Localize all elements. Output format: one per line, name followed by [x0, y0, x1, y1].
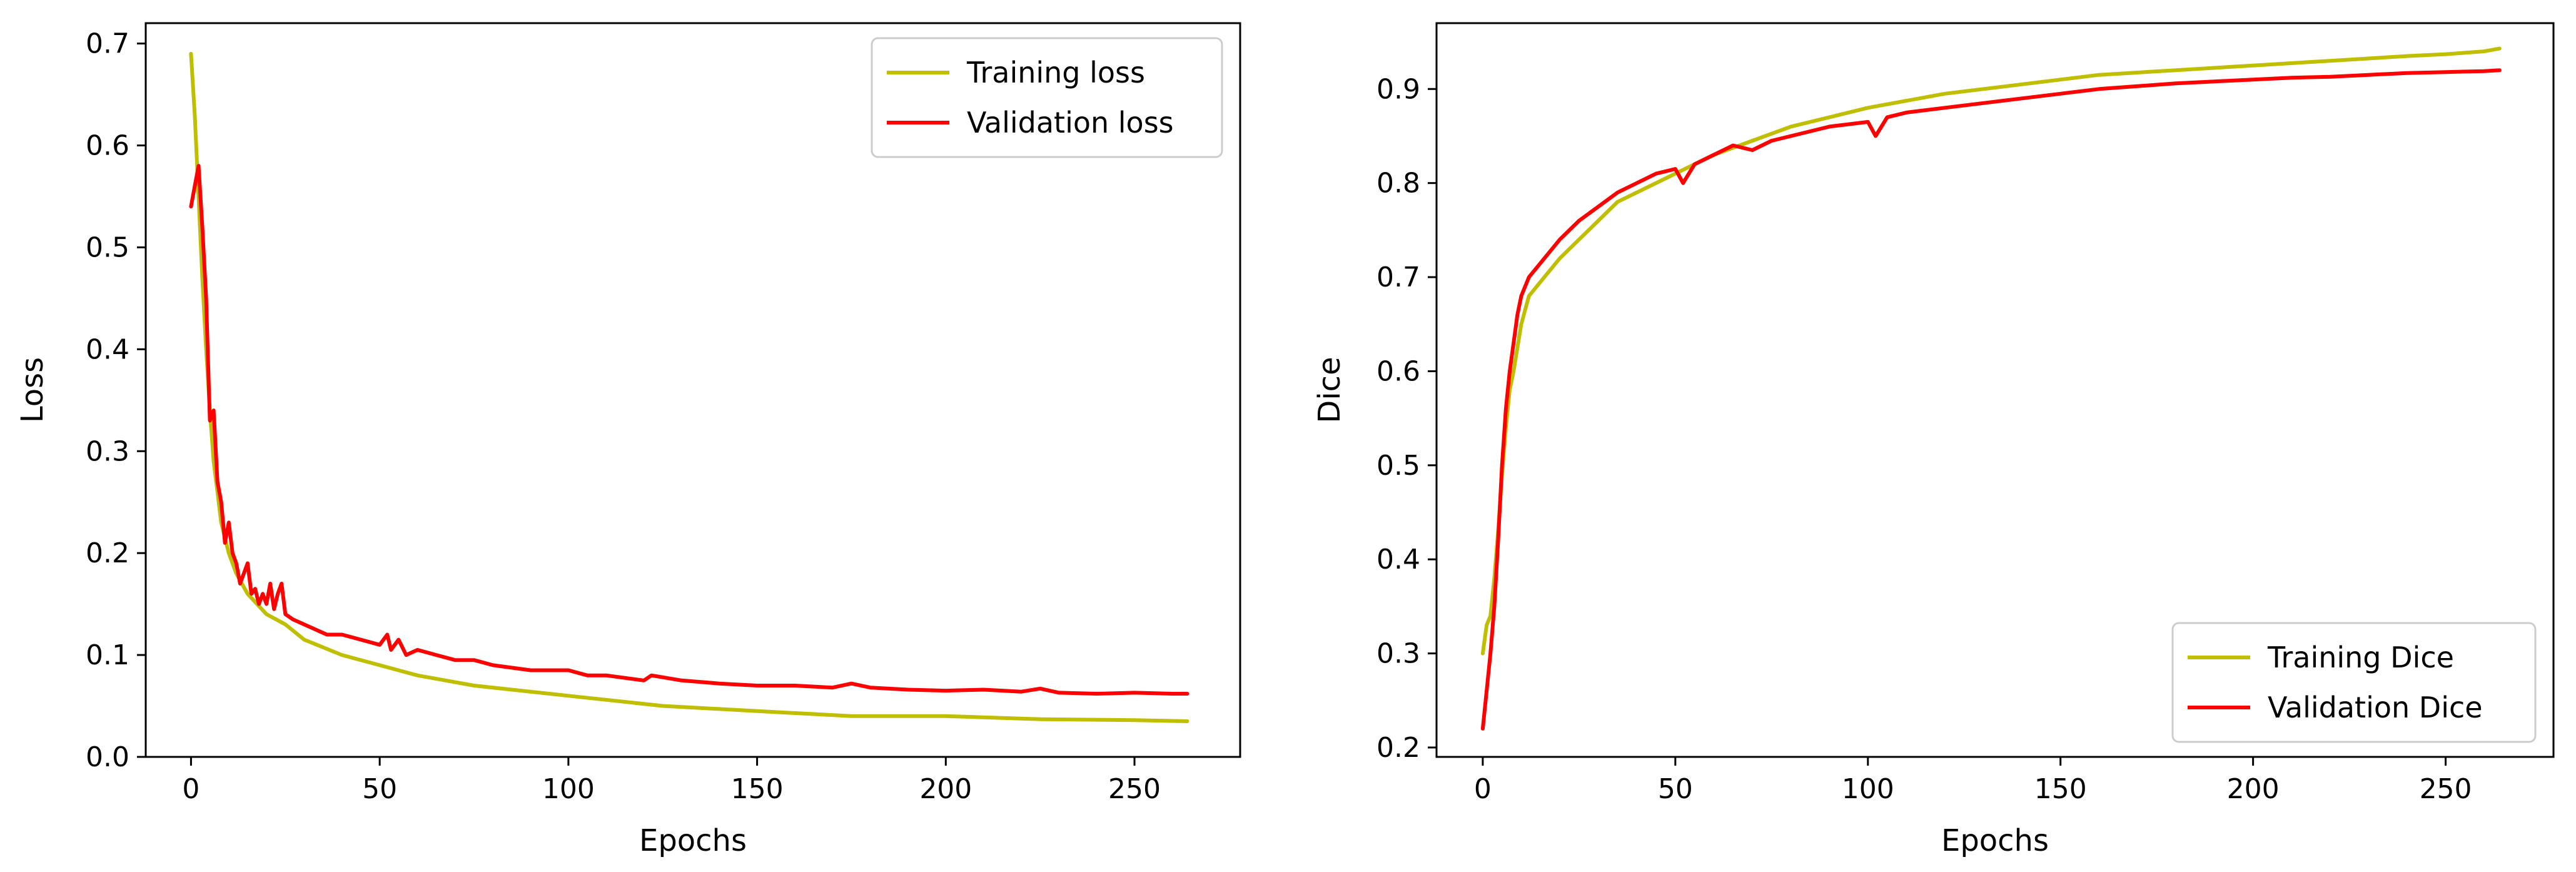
y-tick-label: 0.0 [86, 741, 129, 773]
y-tick-label: 0.2 [1376, 732, 1420, 764]
x-tick-label: 200 [919, 773, 972, 805]
x-tick-label: 100 [542, 773, 595, 805]
y-tick-label: 0.9 [1376, 73, 1420, 105]
x-tick-label: 150 [731, 773, 784, 805]
x-axis-label: Epochs [639, 823, 747, 858]
y-tick-label: 0.6 [1376, 355, 1420, 387]
series-line-training-dice [1480, 46, 2502, 656]
legend-box [871, 37, 1223, 158]
y-axis-label: Dice [1312, 357, 1347, 423]
legend-box [2171, 622, 2537, 743]
y-tick-label: 0.3 [1376, 638, 1420, 670]
series-line-validation-dice [1480, 68, 2502, 731]
legend: Training loss Validation loss [871, 37, 1223, 158]
x-tick-label: 0 [1474, 773, 1492, 805]
y-tick-label: 0.8 [1376, 168, 1420, 200]
legend-label: Validation Dice [2268, 691, 2483, 724]
x-axis-label: Epochs [1941, 823, 2049, 858]
series-line-validation-loss [189, 164, 1190, 696]
legend-label: Training loss [966, 56, 1145, 89]
y-tick-label: 0.2 [86, 537, 129, 569]
x-tick-label: 50 [362, 773, 397, 805]
y-tick-label: 0.7 [1376, 261, 1420, 293]
y-tick-label: 0.4 [86, 333, 129, 365]
y-axis-label: Loss [15, 357, 50, 423]
y-tick-label: 0.1 [86, 639, 129, 671]
x-tick-label: 50 [1658, 773, 1693, 805]
dice-chart: 0 50 100 150 200 250 0.2 0.3 0.4 0.5 0.6 0.7 0.8 0.9 E… [1312, 22, 2555, 858]
y-tick-label: 0.7 [86, 28, 129, 60]
x-tick-label: 100 [1842, 773, 1894, 805]
x-tick-label: 250 [2420, 773, 2472, 805]
x-tick-label: 250 [1108, 773, 1161, 805]
y-tick-label: 0.5 [86, 231, 129, 263]
y-tick-label: 0.6 [86, 130, 129, 162]
y-tick-label: 0.4 [1376, 544, 1420, 575]
legend: Training Dice Validation Dice [2171, 622, 2537, 743]
plot-frame [144, 22, 1241, 758]
x-tick-label: 0 [182, 773, 200, 805]
legend-label: Validation loss [967, 106, 1174, 139]
x-tick-label: 150 [2034, 773, 2087, 805]
y-tick-label: 0.5 [1376, 450, 1420, 482]
x-tick-label: 200 [2227, 773, 2280, 805]
y-tick-label: 0.3 [86, 435, 129, 467]
legend-label: Training Dice [2267, 641, 2454, 674]
plot-frame [1435, 22, 2555, 758]
loss-chart: 0 50 100 150 200 250 0.0 0.1 0.2 0.3 0.4 0.5 0.6 0.7 E… [15, 22, 1241, 858]
